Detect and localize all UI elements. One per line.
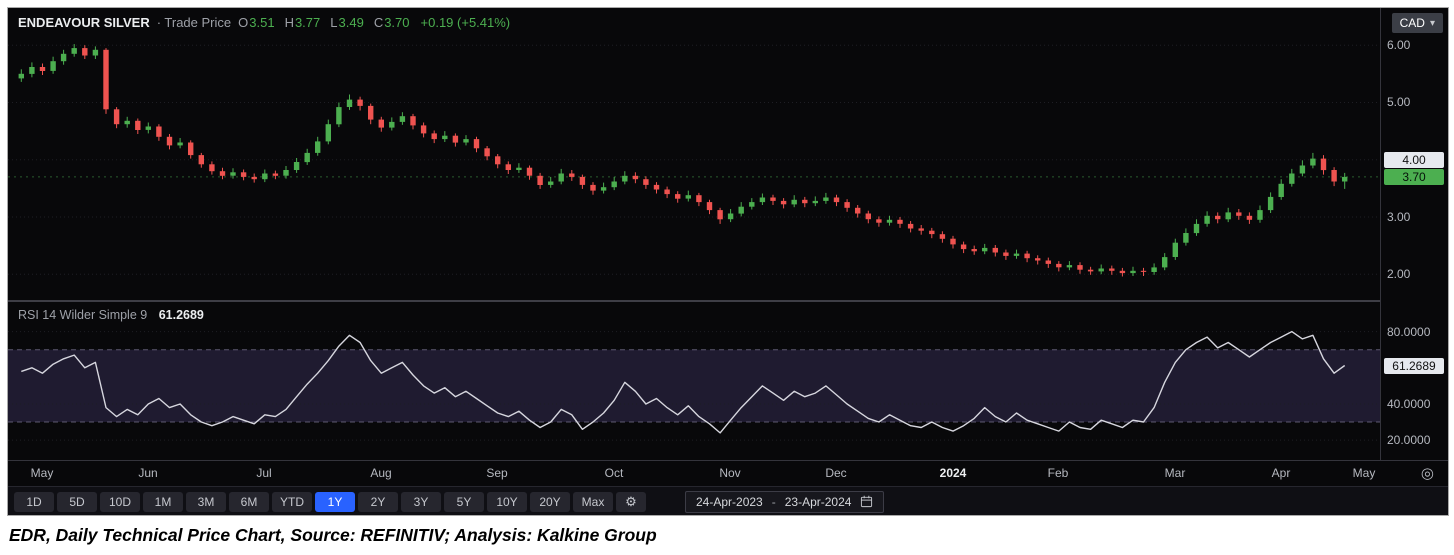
- period-button-10y[interactable]: 10Y: [487, 491, 527, 512]
- period-button-ytd[interactable]: YTD: [272, 491, 312, 512]
- time-axis-label: Nov: [719, 466, 741, 480]
- chart-legend: ENDEAVOUR SILVER · Trade Price O 3.51 H 3.7…: [18, 15, 510, 30]
- gear-icon: ⚙: [625, 493, 637, 509]
- currency-selector[interactable]: CAD ▾: [1391, 13, 1443, 33]
- symbol-name: ENDEAVOUR SILVER: [18, 15, 150, 30]
- ohlc-field: C 3.70: [373, 15, 410, 30]
- rsi-legend: RSI 14 Wilder Simple 9 61.2689: [18, 308, 204, 322]
- time-axis-label: Dec: [825, 466, 847, 480]
- time-axis-label: May: [30, 466, 54, 480]
- time-axis-label: Jun: [138, 466, 158, 480]
- chevron-down-icon: ▾: [1429, 17, 1435, 29]
- rsi-value-badge: 61.2689: [1384, 358, 1444, 374]
- date-from: 24-Apr-2023: [696, 494, 763, 509]
- date-range-picker[interactable]: 24-Apr-2023 - 23-Apr-2024: [685, 490, 885, 513]
- time-axis-label: Aug: [370, 466, 392, 480]
- date-separator: -: [771, 494, 776, 509]
- period-button-5d[interactable]: 5D: [57, 491, 97, 512]
- rsi-line: [21, 330, 1346, 434]
- period-button-5y[interactable]: 5Y: [444, 491, 484, 512]
- series-type-label: · Trade Price: [156, 15, 232, 30]
- caption: EDR, Daily Technical Price Chart, Source…: [9, 525, 657, 545]
- price-axis[interactable]: 6.00 5.00 3.00 2.00 4.00 3.70 80.0000 40.0000 20…: [1380, 8, 1448, 460]
- period-button-1y[interactable]: 1Y: [315, 491, 355, 512]
- rsi-axis-label: 40.0000: [1387, 397, 1431, 411]
- chart-widget: ENDEAVOUR SILVER · Trade Price O 3.51 H 3.7…: [7, 7, 1449, 516]
- period-button-6m[interactable]: 6M: [229, 491, 269, 512]
- price-axis-label: 2.00: [1387, 267, 1411, 281]
- time-axis-label: Apr: [1271, 466, 1291, 480]
- time-axis[interactable]: ◎ May Jun Jul Aug Sep Oct Nov Dec 2024 Feb Mar Apr M…: [8, 460, 1448, 486]
- ohlc-field: L 3.49: [330, 15, 364, 30]
- rsi-legend-label: RSI 14 Wilder Simple 9: [18, 308, 148, 322]
- rsi-chart[interactable]: [8, 302, 1380, 460]
- price-change: +0.19 (+5.41%): [420, 15, 511, 30]
- period-button-20y[interactable]: 20Y: [530, 491, 570, 512]
- candles: [18, 44, 1348, 277]
- time-axis-label: Jul: [256, 466, 272, 480]
- rsi-band: [8, 349, 1380, 422]
- price-axis-label: 5.00: [1387, 95, 1411, 109]
- target-icon[interactable]: ◎: [1420, 465, 1434, 482]
- pane-divider: [8, 300, 1448, 302]
- period-button-max[interactable]: Max: [573, 491, 613, 512]
- time-axis-label: May: [1352, 466, 1376, 480]
- rsi-value: 61.2689: [158, 308, 204, 322]
- price-level-badge: 4.00: [1384, 152, 1444, 168]
- rsi-axis-label: 80.0000: [1387, 325, 1431, 339]
- currency-label: CAD: [1399, 16, 1425, 30]
- last-price-badge: 3.70: [1384, 169, 1444, 185]
- period-button-1d[interactable]: 1D: [14, 491, 54, 512]
- date-to: 23-Apr-2024: [784, 494, 852, 509]
- price-chart[interactable]: [8, 8, 1380, 300]
- time-axis-label: Oct: [604, 466, 624, 480]
- time-axis-label: Sep: [486, 466, 508, 480]
- settings-button[interactable]: ⚙: [616, 491, 646, 512]
- ohlc-field: H 3.77: [284, 15, 321, 30]
- price-axis-label: 6.00: [1387, 38, 1411, 52]
- time-axis-label: 2024: [939, 466, 967, 480]
- period-button-3y[interactable]: 3Y: [401, 491, 441, 512]
- time-axis-label: Mar: [1164, 466, 1186, 480]
- toolbar: 1D 5D 10D 1M 3M 6M YTD 1Y 2Y 3Y 5Y 10Y 20Y Max ⚙ 24-A…: [8, 486, 1448, 515]
- period-button-10d[interactable]: 10D: [100, 491, 140, 512]
- period-buttons: 1D 5D 10D 1M 3M 6M YTD 1Y 2Y 3Y 5Y 10Y 20Y Max: [14, 491, 616, 512]
- period-button-2y[interactable]: 2Y: [358, 491, 398, 512]
- period-button-1m[interactable]: 1M: [143, 491, 183, 512]
- ohlc-field: O 3.51: [238, 15, 275, 30]
- period-button-3m[interactable]: 3M: [186, 491, 226, 512]
- time-axis-label: Feb: [1047, 466, 1069, 480]
- calendar-icon: [861, 495, 873, 508]
- price-pane: ENDEAVOUR SILVER · Trade Price O 3.51 H 3.7…: [8, 8, 1380, 300]
- rsi-pane: RSI 14 Wilder Simple 9 61.2689: [8, 302, 1380, 460]
- ohlc-values: O 3.51 H 3.77 L 3.49 C 3.70: [238, 15, 411, 30]
- price-axis-label: 3.00: [1387, 210, 1411, 224]
- rsi-axis-label: 20.0000: [1387, 433, 1431, 447]
